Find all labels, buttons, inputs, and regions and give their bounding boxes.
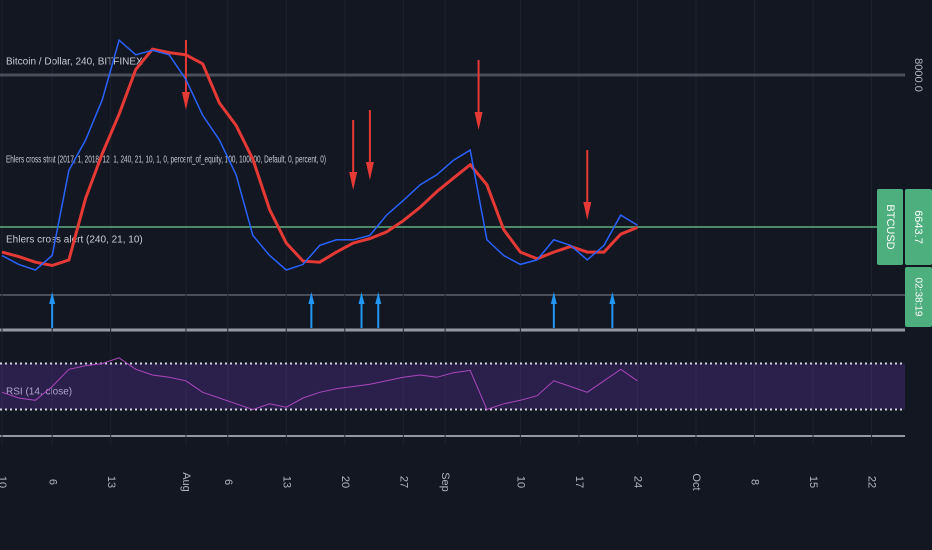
- buy-arrow: [308, 292, 315, 328]
- buy-arrow: [49, 292, 56, 328]
- rsi-band-fill: [0, 363, 905, 410]
- x-tick-label: 6: [222, 479, 234, 485]
- price-badge: [905, 189, 932, 266]
- buy-arrow: [358, 292, 365, 328]
- countdown-label: 02:38:19: [912, 278, 923, 317]
- symbol-badge: [877, 189, 903, 266]
- x-tick-label: 27: [397, 476, 409, 488]
- sell-arrow: [181, 40, 190, 110]
- buy-arrow: [609, 292, 616, 328]
- series-line: [1, 357, 638, 411]
- series-line: [1, 38, 638, 271]
- chart-title: Bitcoin / Dollar, 240, BITFINEX: [6, 57, 143, 68]
- sell-arrow: [474, 60, 483, 130]
- x-tick-label: 15: [807, 476, 819, 488]
- series-line: [1, 47, 638, 268]
- sell-arrow: [349, 120, 358, 190]
- x-tick-label: Sep: [439, 472, 451, 492]
- y-tick-label: 8000.0: [912, 58, 924, 92]
- countdown-badge: [905, 267, 932, 328]
- x-tick-label: 24: [632, 476, 644, 488]
- x-tick-label: 20: [339, 476, 351, 488]
- sell-arrow: [583, 150, 592, 220]
- buy-arrow: [375, 292, 382, 328]
- x-tick-label: 10: [514, 476, 526, 488]
- x-tick-label: 8: [749, 479, 761, 485]
- last-price-label: 6643.7: [912, 210, 924, 244]
- x-tick-label: 6: [46, 479, 58, 485]
- buy-arrow: [550, 292, 557, 328]
- x-tick-label: 17: [573, 476, 585, 488]
- symbol-label: BTCUSD: [884, 204, 896, 249]
- strategy-label: Ehlers cross strat (2017, 1, 2018, 12, 1…: [6, 155, 326, 166]
- x-tick-label: 22: [866, 476, 878, 488]
- x-tick-label: 10: [0, 476, 8, 488]
- sell-arrow: [365, 110, 374, 180]
- rsi-title: RSI (14, close): [6, 387, 72, 398]
- x-tick-label: Aug: [180, 472, 192, 492]
- x-tick-label: 13: [105, 476, 117, 488]
- x-tick-label: 13: [280, 476, 292, 488]
- x-tick-label: Oct: [690, 473, 702, 490]
